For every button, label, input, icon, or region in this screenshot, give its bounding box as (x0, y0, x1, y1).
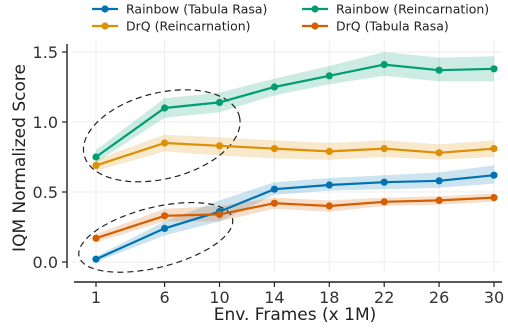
data-point (161, 224, 169, 232)
legend-label: Rainbow (Tabula Rasa) (126, 2, 267, 17)
legend-swatch-marker (101, 5, 109, 13)
x-tick-label: 30 (484, 288, 504, 307)
annotation-ellipses (78, 89, 241, 273)
legend-label: Rainbow (Reincarnation) (336, 2, 489, 17)
legend-swatch-marker (311, 5, 319, 13)
annotation-ellipse-reincarnation (82, 89, 241, 183)
y-tick-label: 1.0 (33, 113, 58, 132)
x-tick-label: 26 (429, 288, 449, 307)
data-point (380, 145, 388, 153)
confidence-band-3 (96, 193, 494, 243)
data-point (490, 194, 498, 202)
data-point (215, 142, 224, 150)
y-axis-title: IQM Normalized Score (10, 64, 30, 252)
legend-label: DrQ (Tabula Rasa) (336, 19, 449, 34)
series-line-1 (95, 63, 495, 158)
data-point (270, 145, 279, 153)
series-line-2 (95, 141, 495, 167)
series-lines (95, 63, 495, 261)
x-tick-label: 14 (264, 288, 284, 307)
x-tick-label: 10 (209, 288, 229, 307)
data-point (325, 72, 333, 80)
legend-swatch-marker (311, 22, 319, 30)
data-point (270, 199, 279, 207)
data-point (325, 147, 333, 155)
y-tick-label: 1.5 (33, 43, 58, 62)
data-point (325, 202, 333, 210)
data-point (490, 145, 498, 153)
data-point (92, 234, 100, 242)
data-point (92, 255, 100, 263)
data-point (161, 139, 169, 147)
data-point (380, 198, 388, 206)
data-point (161, 212, 169, 220)
data-point (380, 178, 388, 186)
y-tick-label: 0.0 (33, 253, 58, 272)
legend-label: DrQ (Reincarnation) (126, 19, 251, 34)
y-tick-label: 0.5 (33, 183, 58, 202)
data-point (270, 83, 279, 91)
data-point (215, 98, 224, 106)
annotation-ellipse-tabula-rasa (78, 201, 234, 273)
x-tick-label: 18 (319, 288, 339, 307)
series-line-3 (95, 196, 495, 240)
legend-swatch-marker (101, 22, 109, 30)
x-tick-label: 1 (91, 288, 101, 307)
axes (62, 44, 502, 287)
tick-labels: 0.0 0.5 1.0 1.5 1 6 10 14 18 22 26 30 (33, 43, 505, 307)
x-axis-title: Env. Frames (x 1M) (214, 305, 377, 325)
data-point (325, 181, 333, 189)
data-point (435, 66, 443, 74)
legend: Rainbow (Tabula Rasa) Rainbow (Reincarnat… (92, 2, 489, 34)
series-line-0 (95, 174, 495, 261)
series-points (92, 61, 498, 263)
data-point (270, 185, 279, 193)
data-point (92, 161, 100, 169)
x-tick-label: 22 (374, 288, 394, 307)
data-point (92, 153, 100, 161)
data-point (435, 196, 443, 204)
data-point (435, 149, 443, 157)
confidence-band-0 (96, 165, 494, 262)
data-point (490, 171, 498, 179)
data-point (435, 177, 443, 185)
data-point (380, 61, 388, 69)
data-point (490, 65, 498, 73)
data-point (161, 104, 169, 112)
data-point (215, 210, 224, 218)
x-tick-label: 6 (160, 288, 170, 307)
